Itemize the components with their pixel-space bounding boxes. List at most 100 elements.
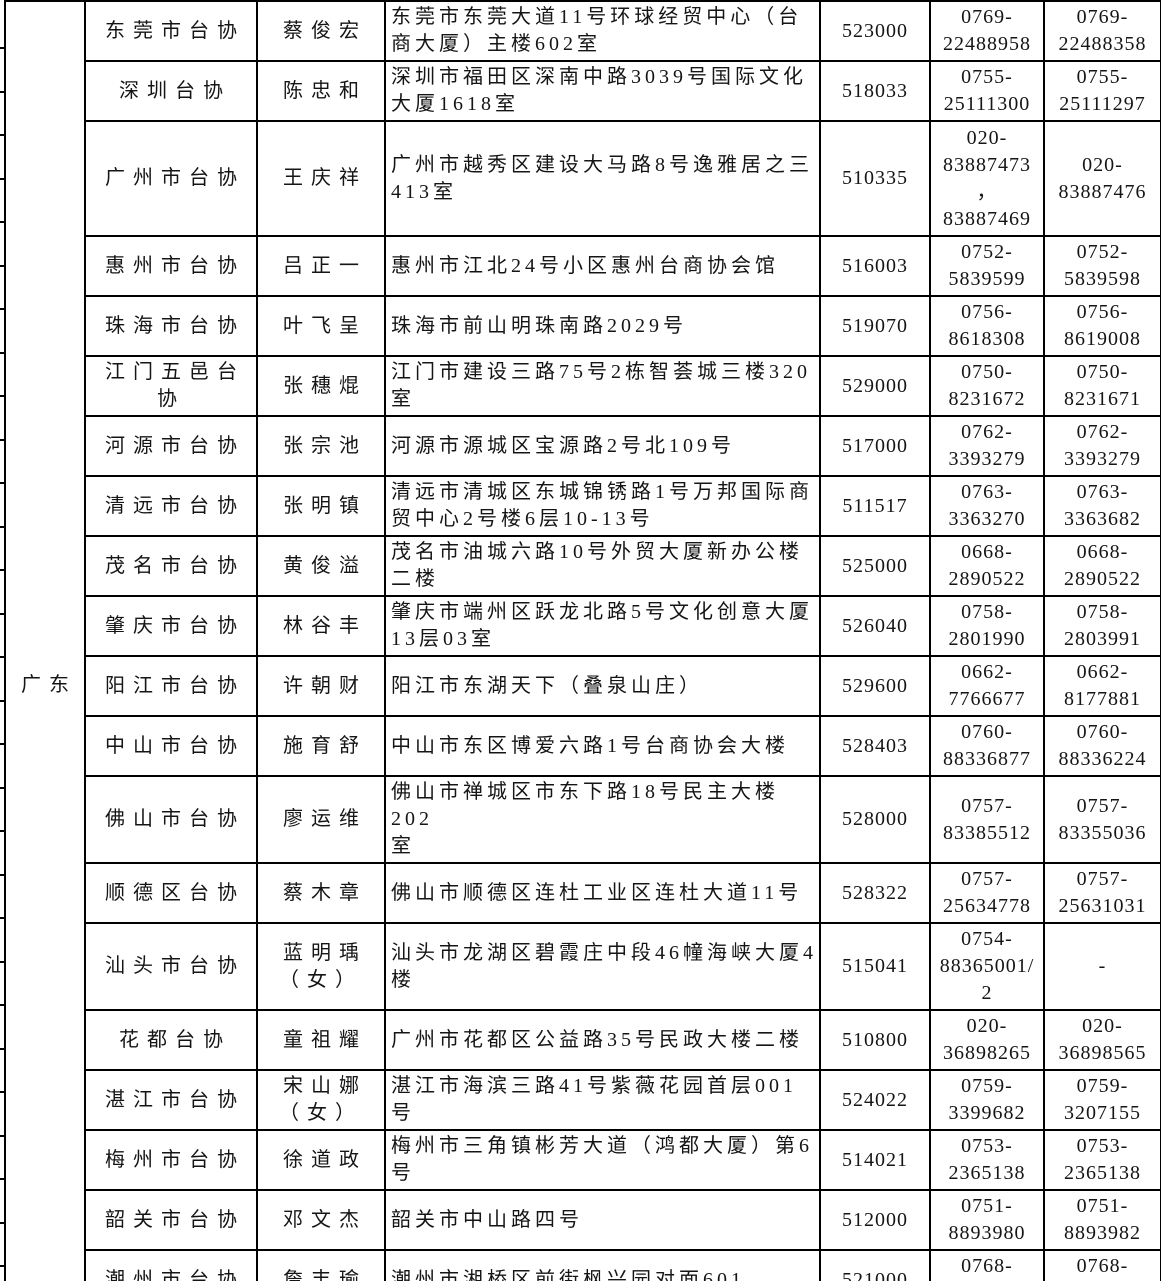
- table-row: 广州市台协 王庆祥 广州市越秀区建设大马路8号逸雅居之三 413室 510335…: [5, 120, 1161, 237]
- cropped-row-line-stub: [0, 395, 4, 397]
- association-name-cell: 梅州市台协: [84, 1129, 258, 1191]
- contact-person-cell: 张明镇: [256, 475, 386, 537]
- fax-cell: 0760- 88336224: [1043, 715, 1161, 777]
- fax-cell: 0758- 2803991: [1043, 595, 1161, 657]
- phone-cell: 0768- 2279967: [929, 1249, 1045, 1281]
- phone-cell: 0760- 88336877: [929, 715, 1045, 777]
- association-name-cell: 广州市台协: [84, 120, 258, 237]
- table-row: 汕头市台协 蓝明瑀 （女） 汕头市龙湖区碧霞庄中段46幢海峡大厦4 楼 5150…: [5, 922, 1161, 1011]
- phone-cell: 0758- 2801990: [929, 595, 1045, 657]
- cropped-row-line-stub: [0, 308, 4, 310]
- cropped-row-line-stub: [0, 874, 4, 876]
- postal-code-cell: 528403: [819, 715, 931, 777]
- address-cell: 湛江市海滨三路41号紫薇花园首层001号: [384, 1069, 821, 1131]
- fax-cell: 0757- 25631031: [1043, 862, 1161, 924]
- table-row: 阳江市台协 许朝财 阳江市东湖天下（叠泉山庄） 529600 0662- 776…: [5, 655, 1161, 717]
- fax-cell: 0769- 22488358: [1043, 0, 1161, 62]
- association-name-cell: 中山市台协: [84, 715, 258, 777]
- postal-code-cell: 519070: [819, 295, 931, 357]
- association-name-cell: 阳江市台协: [84, 655, 258, 717]
- cropped-row-line-stub: [0, 743, 4, 745]
- postal-code-cell: 523000: [819, 0, 931, 62]
- fax-cell: 0751- 8893982: [1043, 1189, 1161, 1251]
- contact-person-cell: 詹丰瑜: [256, 1249, 386, 1281]
- contact-person-cell: 蓝明瑀 （女）: [256, 922, 386, 1011]
- contact-person-cell: 王庆祥: [256, 120, 386, 237]
- address-cell: 韶关市中山路四号: [384, 1189, 821, 1251]
- postal-code-cell: 528322: [819, 862, 931, 924]
- phone-cell: 020- 36898265: [929, 1009, 1045, 1071]
- phone-cell: 0751- 8893980: [929, 1189, 1045, 1251]
- postal-code-cell: 512000: [819, 1189, 931, 1251]
- association-name-cell: 潮州市台协: [84, 1249, 258, 1281]
- phone-cell: 0762- 3393279: [929, 415, 1045, 477]
- fax-cell: 0757- 83355036: [1043, 775, 1161, 864]
- fax-cell: 0759- 3207155: [1043, 1069, 1161, 1131]
- association-name-cell: 茂名市台协: [84, 535, 258, 597]
- association-name-cell: 东莞市台协: [84, 0, 258, 62]
- cropped-row-line-stub: [0, 1048, 4, 1050]
- postal-code-cell: 529000: [819, 355, 931, 417]
- cropped-row-line-stub: [0, 787, 4, 789]
- contact-person-cell: 蔡俊宏: [256, 0, 386, 62]
- contact-person-cell: 林谷丰: [256, 595, 386, 657]
- association-name-cell: 江门五邑台协: [84, 355, 258, 417]
- contact-person-cell: 童祖耀: [256, 1009, 386, 1071]
- table-row: 顺德区台协 蔡木章 佛山市顺德区连杜工业区连杜大道11号 528322 0757…: [5, 862, 1161, 924]
- fax-cell: 0755- 25111297: [1043, 60, 1161, 122]
- address-cell: 茂名市油城六路10号外贸大厦新办公楼 二楼: [384, 535, 821, 597]
- address-cell: 佛山市顺德区连杜工业区连杜大道11号: [384, 862, 821, 924]
- address-cell: 江门市建设三路75号2栋智荟城三楼320 室: [384, 355, 821, 417]
- cropped-row-line-stub: [0, 265, 4, 267]
- phone-cell: 0662- 7766677: [929, 655, 1045, 717]
- association-name-cell: 佛山市台协: [84, 775, 258, 864]
- fax-cell: 0662- 8177881: [1043, 655, 1161, 717]
- phone-cell: 0763- 3363270: [929, 475, 1045, 537]
- cropped-row-line-stub: [0, 1004, 4, 1006]
- address-cell: 惠州市江北24号小区惠州台商协会馆: [384, 235, 821, 297]
- postal-code-cell: 521000: [819, 1249, 931, 1281]
- address-cell: 梅州市三角镇彬芳大道（鸿都大厦）第6 号: [384, 1129, 821, 1191]
- address-cell: 广州市越秀区建设大马路8号逸雅居之三 413室: [384, 120, 821, 237]
- table-row: 潮州市台协 詹丰瑜 潮州市湘桥区前街枫兴园对面601 521000 0768- …: [5, 1249, 1161, 1281]
- postal-code-cell: 526040: [819, 595, 931, 657]
- association-name-cell: 珠海市台协: [84, 295, 258, 357]
- address-cell: 清远市清城区东城锦锈路1号万邦国际商 贸中心2号楼6层10-13号: [384, 475, 821, 537]
- phone-cell: 0759- 3399682: [929, 1069, 1045, 1131]
- contact-person-cell: 徐道政: [256, 1129, 386, 1191]
- association-name-cell: 肇庆市台协: [84, 595, 258, 657]
- address-cell: 肇庆市端州区跃龙北路5号文化创意大厦 13层03室: [384, 595, 821, 657]
- contact-person-cell: 许朝财: [256, 655, 386, 717]
- phone-cell: 0754- 88365001/ 2: [929, 922, 1045, 1011]
- table-row: 梅州市台协 徐道政 梅州市三角镇彬芳大道（鸿都大厦）第6 号 514021 07…: [5, 1129, 1161, 1191]
- contact-person-cell: 叶飞呈: [256, 295, 386, 357]
- table-row: 惠州市台协 吕正一 惠州市江北24号小区惠州台商协会馆 516003 0752-…: [5, 235, 1161, 297]
- association-name-cell: 河源市台协: [84, 415, 258, 477]
- association-name-cell: 惠州市台协: [84, 235, 258, 297]
- table-row: 江门五邑台协 张穗焜 江门市建设三路75号2栋智荟城三楼320 室 529000…: [5, 355, 1161, 417]
- cropped-row-line-stub: [0, 613, 4, 615]
- fax-cell: 020- 36898565: [1043, 1009, 1161, 1071]
- cropped-row-line-stub: [0, 134, 4, 136]
- cropped-row-line-stub: [0, 47, 4, 49]
- cropped-row-line-stub: [0, 700, 4, 702]
- table-row: 深圳台协 陈忠和 深圳市福田区深南中路3039号国际文化 大厦1618室 518…: [5, 60, 1161, 122]
- cropped-row-line-stub: [0, 482, 4, 484]
- postal-code-cell: 517000: [819, 415, 931, 477]
- phone-cell: 0750- 8231672: [929, 355, 1045, 417]
- cropped-row-line-stub: [0, 221, 4, 223]
- cropped-row-line-stub: [0, 961, 4, 963]
- cropped-row-line-stub: [0, 526, 4, 528]
- cropped-row-line-stub: [0, 830, 4, 832]
- address-cell: 珠海市前山明珠南路2029号: [384, 295, 821, 357]
- fax-cell: 0750- 8231671: [1043, 355, 1161, 417]
- cropped-row-line-stub: [0, 1135, 4, 1137]
- association-name-cell: 花都台协: [84, 1009, 258, 1071]
- table-row: 清远市台协 张明镇 清远市清城区东城锦锈路1号万邦国际商 贸中心2号楼6层10-…: [5, 475, 1161, 537]
- contact-person-cell: 蔡木章: [256, 862, 386, 924]
- fax-cell: -: [1043, 922, 1161, 1011]
- fax-cell: 0753- 2365138: [1043, 1129, 1161, 1191]
- fax-cell: 0768- 2279943: [1043, 1249, 1161, 1281]
- contact-person-cell: 黄俊溢: [256, 535, 386, 597]
- address-cell: 深圳市福田区深南中路3039号国际文化 大厦1618室: [384, 60, 821, 122]
